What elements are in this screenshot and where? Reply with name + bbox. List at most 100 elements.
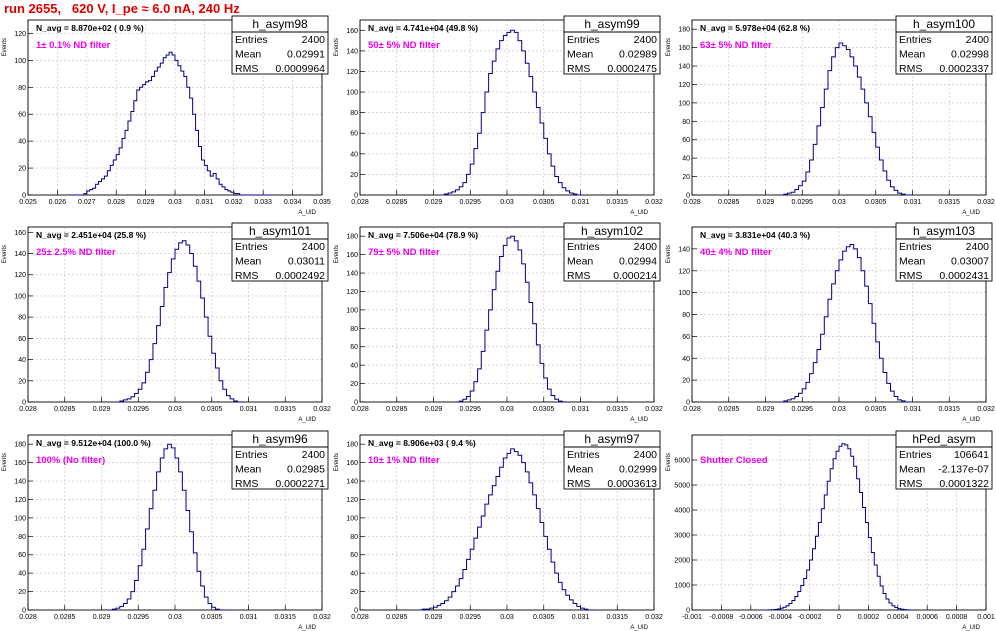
x-tick-label: 0.03 (168, 614, 182, 621)
y-tick-label: 100 (14, 58, 26, 65)
y-tick-label: 60 (350, 131, 358, 138)
y-tick-label: 120 (14, 31, 26, 38)
x-tick-label: 0.028 (351, 406, 369, 413)
stats-title: h_asym102 (581, 224, 643, 238)
stats-rms-label: RMS (567, 478, 590, 490)
y-axis-label: Events (666, 245, 672, 263)
stats-title: h_asym96 (252, 432, 308, 446)
plot-frame (359, 226, 655, 403)
x-tick-label: 0.0315 (275, 406, 297, 413)
x-tick-label: 0.03 (500, 199, 514, 206)
x-tick-label: 0.031 (904, 406, 922, 413)
histogram-panel-h_asym97: 0.028 0.0285 0.029 0.0295 0.03 0.0305 0.031 0.0… (334, 430, 663, 631)
y-tick-label: 20 (18, 378, 26, 385)
x-tick-label: 0.033 (254, 199, 272, 206)
filter-label: 40± 4% ND filter (700, 247, 772, 258)
x-tick-label: 0.001 (977, 614, 995, 621)
x-tick-label: 0.0305 (533, 614, 555, 621)
filter-label: 63± 5% ND filter (700, 40, 772, 51)
y-tick-label: 40 (18, 571, 26, 578)
y-tick-label: 100 (14, 515, 26, 522)
x-tick-label: 0.0305 (865, 199, 887, 206)
x-tick-label: -0.0008 (710, 614, 734, 621)
y-tick-label: 40 (18, 357, 26, 364)
stats-mean-value: 0.03011 (288, 256, 325, 268)
x-axis-label: A_UID (630, 210, 648, 216)
x-tick-label: 0.032 (645, 614, 663, 621)
stats-rms-value: 0.0002431 (939, 270, 989, 282)
y-tick-label: 160 (346, 460, 358, 467)
stats-title: h_asym99 (584, 17, 640, 31)
x-tick-label: 0.029 (93, 614, 111, 621)
stats-mean-label: Mean (567, 256, 593, 268)
y-tick-label: 140 (346, 479, 358, 486)
x-tick-label: 0.0315 (607, 199, 629, 206)
y-tick-label: 140 (346, 271, 358, 278)
stats-title: h_asym103 (913, 224, 975, 238)
stats-mean-value: 0.02998 (951, 49, 989, 61)
stats-entries-label: Entries (567, 449, 600, 461)
y-tick-label: 120 (678, 82, 690, 89)
x-tick-label: 0.03 (168, 199, 182, 206)
x-tick-label: 0.0002 (858, 614, 880, 621)
stats-mean-label: Mean (235, 256, 261, 268)
x-tick-label: 0.0305 (201, 614, 223, 621)
stats-title: hPed_asym (912, 432, 975, 446)
plot-frame (691, 226, 987, 403)
y-axis-label: Events (334, 453, 340, 471)
y-tick-label: 160 (14, 230, 26, 237)
x-tick-label: -0.001 (682, 614, 702, 621)
filter-label: 50± 5% ND filter (368, 40, 440, 51)
x-tick-label: -0.0004 (768, 614, 792, 621)
plot-frame (27, 226, 323, 403)
stats-entries-value: 2400 (634, 34, 658, 46)
stats-box (563, 15, 661, 75)
stats-rms-label: RMS (235, 270, 258, 282)
y-tick-label: 6000 (674, 458, 690, 465)
x-tick-label: 0.03 (832, 199, 846, 206)
y-tick-label: 0 (686, 608, 690, 615)
histogram-panel-h_asym96: 0.028 0.0285 0.029 0.0295 0.03 0.0305 0.031 0.0… (2, 430, 331, 631)
x-tick-label: -0.0006 (739, 614, 763, 621)
stats-mean-label: Mean (235, 464, 261, 476)
stats-box (895, 15, 993, 75)
x-tick-label: 0.029 (93, 406, 111, 413)
x-axis-label: A_UID (298, 625, 316, 631)
y-tick-label: 2000 (674, 558, 690, 565)
stats-rms-label: RMS (899, 478, 922, 490)
y-tick-label: 140 (678, 64, 690, 71)
x-tick-label: 0.0285 (54, 406, 76, 413)
stats-rms-value: 0.0001322 (939, 478, 989, 490)
stats-box (563, 222, 661, 282)
x-tick-label: 0.0285 (386, 199, 408, 206)
x-axis-label: A_UID (962, 417, 980, 423)
y-tick-label: 80 (18, 534, 26, 541)
stats-mean-label: Mean (235, 49, 261, 61)
y-axis-label: Events (2, 245, 8, 263)
x-axis-label: A_UID (298, 210, 316, 216)
x-tick-label: 0.0285 (718, 199, 740, 206)
histogram-line-h_asym100 (780, 42, 913, 196)
filter-label: 1± 0.1% ND filter (36, 40, 111, 51)
x-tick-label: 0.0285 (386, 406, 408, 413)
y-tick-label: 120 (678, 268, 690, 275)
y-tick-label: 80 (682, 312, 690, 319)
stats-mean-label: Mean (567, 464, 593, 476)
y-tick-label: 0 (354, 193, 358, 200)
x-tick-label: 0.0315 (607, 406, 629, 413)
stats-mean-label: Mean (567, 49, 593, 61)
y-tick-label: 0 (354, 400, 358, 407)
x-tick-label: 0.0305 (533, 406, 555, 413)
x-tick-label: 0.028 (19, 614, 37, 621)
y-tick-label: 0 (22, 193, 26, 200)
stats-title: h_asym101 (249, 224, 311, 238)
stats-rms-label: RMS (235, 478, 258, 490)
stats-entries-label: Entries (235, 241, 268, 253)
y-tick-label: 140 (14, 251, 26, 258)
stats-entries-value: 106641 (954, 449, 989, 461)
y-tick-label: 3000 (674, 533, 690, 540)
stats-rms-value: 0.0002271 (275, 478, 325, 490)
stats-mean-value: 0.02994 (619, 256, 657, 268)
stats-entries-value: 2400 (966, 34, 990, 46)
plot-frame (359, 434, 655, 611)
